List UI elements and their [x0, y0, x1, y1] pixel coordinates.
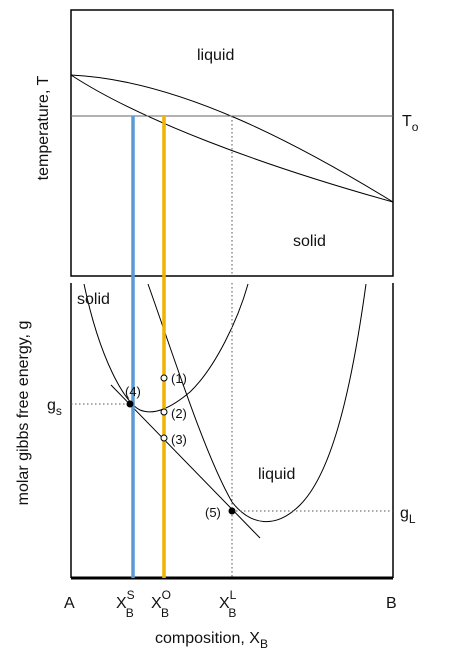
point-5-marker	[228, 507, 236, 515]
point-3-label: (3)	[171, 432, 187, 447]
xo-tick-label: XO B	[151, 588, 171, 620]
xs-tick-label: XS B	[116, 588, 135, 620]
point-5-label: (5)	[205, 505, 221, 520]
composition-axis-label: composition, XB	[155, 630, 268, 651]
point-1-marker	[160, 374, 168, 382]
free-energy-axis-label: molar gibbs free energy, g	[15, 321, 32, 506]
a-end-label: A	[64, 595, 75, 612]
point-2-label: (2)	[171, 406, 187, 421]
temperature-panel-frame	[70, 9, 394, 277]
to-isotherm-label: To	[402, 113, 419, 134]
point-4-marker	[126, 400, 134, 408]
solid-curve-label: solid	[77, 291, 110, 308]
point-4-label: (4)	[125, 384, 141, 399]
liquidus-curve	[70, 74, 394, 203]
solid-region-label: solid	[293, 233, 326, 250]
marked-points: (1) (2) (3) (4) (5)	[125, 371, 236, 520]
point-1-label: (1)	[171, 371, 187, 386]
common-tangent-line	[110, 384, 261, 539]
liquid-free-energy-curve	[147, 283, 367, 522]
point-2-marker	[160, 408, 168, 416]
temperature-axis-label: temperature, T	[35, 75, 52, 180]
free-energy-panel: solid liquid gs gL molar gibbs free ener…	[15, 283, 416, 580]
xl-tick-label: XL B	[219, 588, 237, 620]
solidus-curve	[70, 74, 394, 203]
liquid-region-label: liquid	[197, 47, 234, 64]
temperature-panel: liquid solid To temperature, T	[35, 9, 419, 277]
composition-axis-labels: A B XS B XO B XL B composition, XB	[64, 588, 397, 651]
liquid-curve-label: liquid	[258, 466, 295, 483]
gl-label: gL	[400, 505, 416, 526]
b-end-label: B	[386, 595, 397, 612]
point-3-marker	[160, 434, 168, 442]
gs-label: gs	[47, 397, 62, 418]
